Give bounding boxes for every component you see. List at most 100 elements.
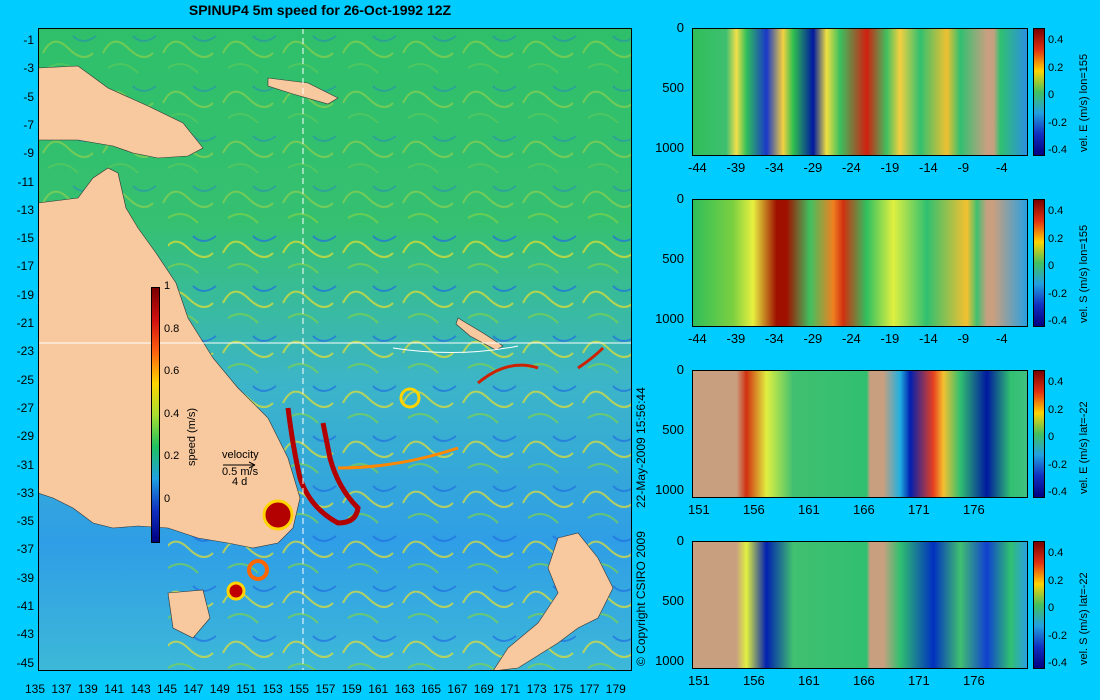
lat-tick-label: -41 xyxy=(16,599,34,613)
x-tick-label: -4 xyxy=(996,331,1008,346)
x-tick-label: 176 xyxy=(963,673,985,688)
panel-title: vel. S (m/s) lat=-22 xyxy=(1078,572,1090,665)
lat-tick-label: -45 xyxy=(16,655,34,670)
x-tick-label: 156 xyxy=(743,502,765,517)
speed-colorbar-tick: 0.8 xyxy=(164,322,180,335)
speed-colorbar-tick: 0 xyxy=(164,492,171,505)
depth-tick-label: 1000 xyxy=(655,653,684,668)
x-tick-label: 166 xyxy=(853,502,875,517)
velocity-colorbar-tick: 0.2 xyxy=(1048,403,1064,416)
velocity-legend-duration: 4 d xyxy=(232,476,248,488)
lon-tick-label: 157 xyxy=(315,682,336,696)
velocity-colorbar-tick: 0.4 xyxy=(1048,205,1064,217)
velocity-colorbar-tick: -0.2 xyxy=(1048,458,1067,471)
lon-tick-label: 149 xyxy=(209,682,230,696)
depth-tick-label: 500 xyxy=(662,251,684,266)
x-tick-label: -39 xyxy=(726,331,746,346)
depth-tick-label: 1000 xyxy=(655,311,684,326)
lon-tick-label: 175 xyxy=(553,682,574,696)
lat-tick-label: -1 xyxy=(23,33,34,47)
speed-colorbar-tick: 0.2 xyxy=(164,450,180,462)
section-heatmap xyxy=(692,199,1028,327)
depth-tick-label: 1000 xyxy=(655,140,684,155)
x-tick-label: -19 xyxy=(880,331,900,346)
depth-tick-label: 500 xyxy=(662,593,684,608)
lon-tick-label: 155 xyxy=(289,682,310,696)
lon-tick-label: 135 xyxy=(25,682,46,696)
lon-tick-label: 153 xyxy=(262,682,283,696)
speed-colorbar-label: speed (m/s) xyxy=(186,407,198,466)
velocity-colorbar-tick: -0.4 xyxy=(1048,657,1067,669)
velocity-colorbar-tick: 0 xyxy=(1048,431,1055,443)
lon-tick-label: 167 xyxy=(447,682,468,696)
map-frame xyxy=(38,28,632,671)
lon-tick-label: 169 xyxy=(473,682,494,696)
x-tick-label: 176 xyxy=(963,502,985,517)
depth-tick-label: 0 xyxy=(676,20,684,35)
lat-tick-label: -19 xyxy=(16,287,34,302)
depth-tick-label: 1000 xyxy=(655,482,684,497)
velocity-colorbar-tick: 0 xyxy=(1048,260,1055,272)
x-tick-label: -44 xyxy=(688,331,707,346)
lat-tick-label: -43 xyxy=(16,627,34,642)
lat-tick-label: -5 xyxy=(23,89,34,104)
lat-tick-label: -11 xyxy=(17,174,34,189)
x-tick-label: 161 xyxy=(798,502,820,517)
velocity-colorbar-tick: -0.4 xyxy=(1048,315,1067,327)
section-heatmap xyxy=(692,28,1028,156)
velocity-colorbar-tick: -0.2 xyxy=(1048,287,1067,300)
lat-tick-label: -35 xyxy=(16,514,34,529)
lat-tick-label: -13 xyxy=(16,202,34,217)
lon-tick-label: 163 xyxy=(394,682,415,696)
lat-tick-label: -31 xyxy=(16,457,34,472)
speed-colorbar-tick: 0.6 xyxy=(164,365,180,377)
lon-tick-label: 179 xyxy=(605,682,626,696)
lon-tick-label: 139 xyxy=(77,682,98,696)
lon-tick-label: 147 xyxy=(183,682,204,696)
x-tick-label: 171 xyxy=(908,502,930,517)
lon-tick-label: 141 xyxy=(104,682,125,696)
x-tick-label: -34 xyxy=(765,160,784,175)
lon-tick-label: 171 xyxy=(500,682,521,696)
x-tick-label: -24 xyxy=(842,331,861,346)
lat-tick-label: -33 xyxy=(16,485,34,500)
velocity-colorbar-tick: 0.4 xyxy=(1048,547,1064,559)
lon-tick-label: 151 xyxy=(236,682,257,696)
velocity-colorbar xyxy=(1033,28,1045,156)
lat-tick-label: -25 xyxy=(16,372,34,387)
lat-tick-label: -37 xyxy=(16,542,34,557)
depth-tick-label: 0 xyxy=(676,533,684,548)
lon-tick-label: 137 xyxy=(51,682,72,696)
velocity-colorbar-tick: 0.2 xyxy=(1048,232,1064,245)
panel-title: vel. E (m/s) lat=-22 xyxy=(1078,401,1090,494)
lat-tick-label: -39 xyxy=(16,570,34,585)
lat-tick-label: -9 xyxy=(23,146,34,161)
velocity-colorbar-tick: -0.2 xyxy=(1048,116,1067,129)
lat-tick-label: -7 xyxy=(23,117,34,132)
x-tick-label: -14 xyxy=(919,160,938,175)
x-tick-label: 166 xyxy=(853,673,875,688)
x-tick-label: -14 xyxy=(919,331,938,346)
lat-tick-label: -27 xyxy=(16,400,34,415)
lat-tick-label: -21 xyxy=(16,316,34,330)
chart-title: SPINUP4 5m speed for 26-Oct-1992 12Z xyxy=(188,2,452,18)
lon-tick-label: 145 xyxy=(157,682,178,696)
x-tick-label: -29 xyxy=(803,331,823,346)
lon-tick-label: 173 xyxy=(526,682,547,696)
velocity-colorbar xyxy=(1033,199,1045,327)
x-tick-label: -9 xyxy=(957,331,970,346)
panel-title: vel. S (m/s) lon=155 xyxy=(1078,224,1090,323)
panel-title: vel. E (m/s) lon=155 xyxy=(1078,53,1090,152)
x-tick-label: 161 xyxy=(798,673,820,688)
velocity-colorbar-tick: -0.4 xyxy=(1048,486,1067,498)
velocity-colorbar-tick: 0.2 xyxy=(1048,574,1064,587)
lat-tick-label: -17 xyxy=(16,259,34,274)
velocity-arrow-icon xyxy=(223,461,256,469)
lat-tick-label: -15 xyxy=(16,231,34,246)
speed-colorbar-tick: 1 xyxy=(164,280,171,292)
velocity-colorbar xyxy=(1033,541,1045,669)
lon-tick-label: 159 xyxy=(341,682,362,696)
x-tick-label: -24 xyxy=(842,160,861,175)
velocity-colorbar-tick: 0 xyxy=(1048,602,1055,614)
x-tick-label: -44 xyxy=(688,160,707,175)
